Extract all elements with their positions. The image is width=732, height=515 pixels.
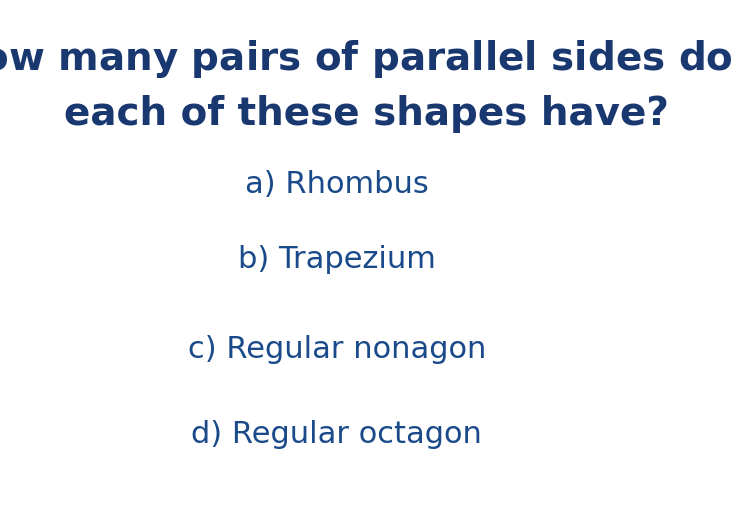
Text: each of these shapes have?: each of these shapes have? xyxy=(64,95,668,133)
Text: b) Trapezium: b) Trapezium xyxy=(238,245,436,274)
Text: How many pairs of $\mathbf{parallel}$ sides does: How many pairs of $\mathbf{parallel}$ si… xyxy=(0,38,732,80)
Text: c) Regular nonagon: c) Regular nonagon xyxy=(187,335,486,364)
Text: d) Regular octagon: d) Regular octagon xyxy=(191,420,482,449)
Text: a) Rhombus: a) Rhombus xyxy=(244,170,429,199)
